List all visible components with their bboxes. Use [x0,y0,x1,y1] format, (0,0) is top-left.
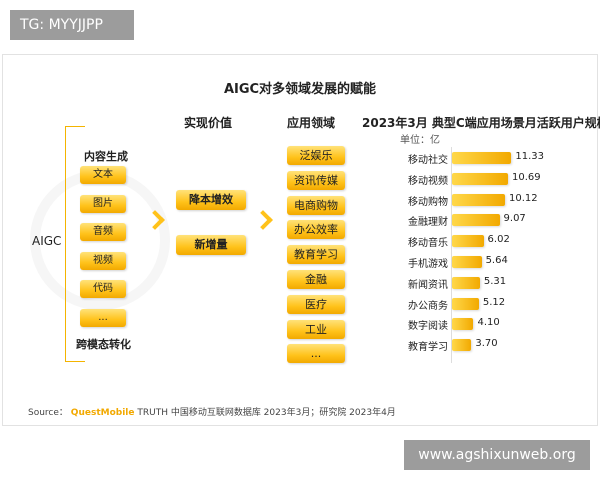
bar-value-label: 5.31 [483,275,507,287]
infographic-title: AIGC对多领域发展的赋能 [223,82,377,97]
value-pill: 新增量 [176,235,246,255]
chart-axis-line [451,147,452,363]
bar [452,318,474,331]
domain-pill: 电商购物 [287,195,345,215]
category-label: 办公商务 [408,300,448,312]
domain-column-header: 应用领域 [287,116,336,130]
bar [452,235,484,248]
source-note: Source： QuestMobile TRUTH 中国移动互联网数据库 202… [28,405,396,418]
content-type-pill: ... [80,308,126,327]
bar-value-label: 6.02 [487,234,510,246]
source-prefix: Source： [28,408,68,418]
category-label: 手机游戏 [408,259,448,270]
bar-value-label: 5.12 [482,296,506,308]
aigc-label: AIGC [32,234,62,248]
domain-pill: 资讯传媒 [287,170,345,190]
domain-pill: ... [287,344,345,364]
value-pill: 降本增效 [176,190,246,210]
bar-value-label: 10.69 [512,171,541,183]
bar [452,214,500,227]
domain-pill: 工业 [287,319,345,339]
category-label: 移动购物 [408,196,448,208]
bar-value-label: 10.12 [509,192,538,204]
bar-value-label: 11.33 [515,151,545,162]
bar [452,256,482,268]
category-label: 新闻资讯 [408,279,448,291]
bar [452,193,506,206]
value-column-header: 实现价值 [184,116,233,130]
content-type-pill: 文本 [80,166,126,184]
aigc-bracket [65,126,85,362]
domain-pill: 办公效率 [287,220,345,240]
content-generation-header: 内容生成 [84,150,128,163]
content-type-pill: 音频 [80,223,126,241]
bar-value-label: 3.70 [475,338,498,350]
category-label: 移动社交 [408,155,448,166]
category-label: 移动视频 [408,175,448,187]
content-type-pill: 图片 [80,194,126,213]
bar-value-label: 9.07 [503,213,526,225]
watermark-tag-top: TG: MYYJJPP [10,10,134,40]
category-label: 数字阅读 [408,321,448,333]
category-label: 教育学习 [408,342,448,354]
bar [452,276,480,289]
domain-pill: 泛娱乐 [287,146,345,165]
content-type-pill: 代码 [80,280,126,298]
chart-title: 2023年3月 典型C端应用场景月活跃用户规模 [362,116,600,130]
category-label: 金融理财 [408,217,448,229]
source-brand: QuestMobile [70,408,135,418]
category-label: 移动音乐 [408,238,448,250]
bar [452,152,512,164]
domain-pill: 医疗 [287,294,345,314]
bar [452,339,472,352]
source-rest: TRUTH 中国移动互联网数据库 2023年3月；研究院 2023年4月 [137,408,396,418]
watermark-tag-bottom: www.agshixunweb.org [404,440,590,470]
chart-unit-label: 单位：亿 [400,135,440,146]
bar-value-label: 5.64 [485,255,508,266]
cross-modal-header: 跨模态转化 [76,338,131,351]
bar-value-label: 4.10 [477,317,500,329]
bar [452,172,509,185]
content-type-pill: 视频 [80,251,126,270]
bar [452,297,479,310]
domain-pill: 金融 [287,270,345,289]
domain-pill: 教育学习 [287,245,345,265]
